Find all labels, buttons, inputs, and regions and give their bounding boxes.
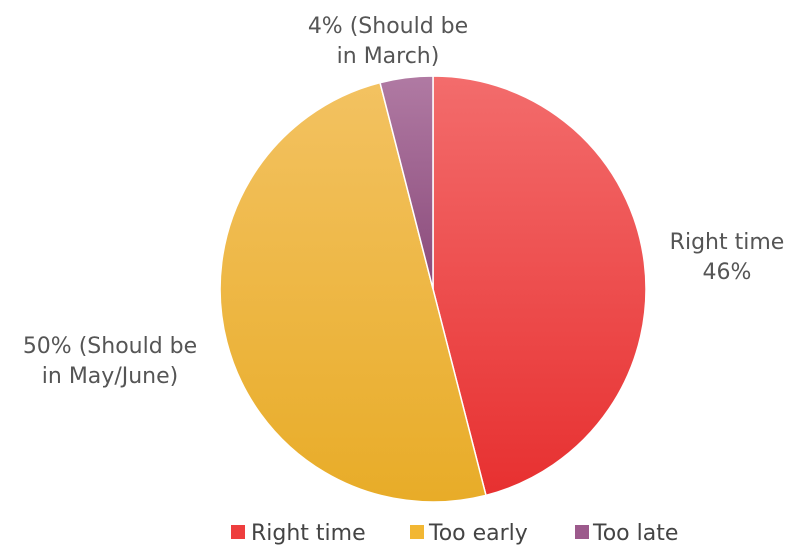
legend-swatch-too-early [410, 525, 424, 539]
pie-slice-too-late [379, 75, 434, 290]
legend-label-right-time: Right time [251, 521, 366, 546]
data-labels: Right time 46% 50% (Should be in May/June) 4… [23, 14, 785, 389]
data-label-too-early: 50% (Should be in May/June) [23, 334, 197, 389]
legend-label-too-early: Too early [428, 521, 528, 546]
legend-swatch-too-late [575, 525, 589, 539]
data-label-too-late: 4% (Should be in March) [308, 14, 468, 69]
legend-swatch-right-time [231, 525, 245, 539]
data-label-right-time: Right time 46% [670, 230, 785, 285]
pie-slices [219, 75, 647, 503]
legend-label-too-late: Too late [592, 521, 678, 546]
pie-slice-too-early [219, 81, 487, 503]
pie-slice-right-time [432, 75, 647, 497]
legend: Right time Too early Too late [231, 521, 678, 546]
